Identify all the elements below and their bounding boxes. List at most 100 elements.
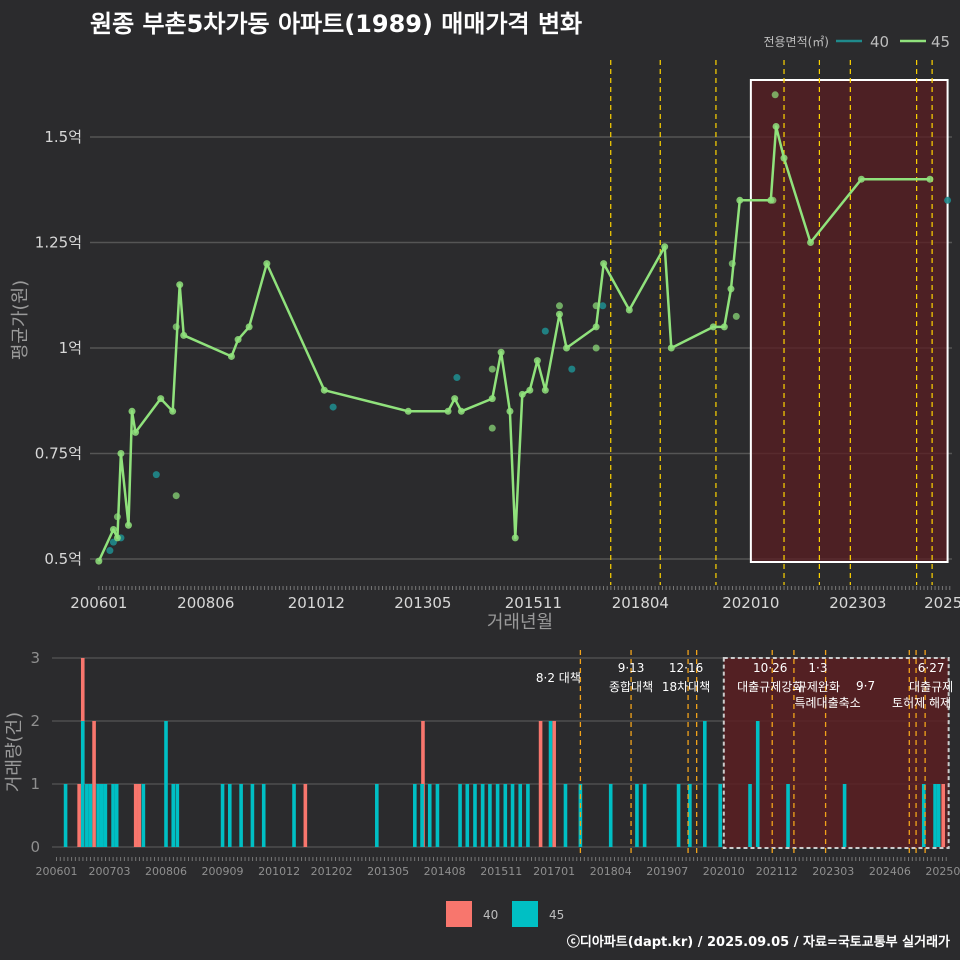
- x-tick-label: 201012: [288, 594, 345, 612]
- series-45-point: [169, 407, 177, 415]
- bar-45: [936, 784, 941, 847]
- bar-45: [175, 784, 180, 847]
- bar-45: [510, 784, 515, 847]
- bar-x-tick-label: 200806: [145, 865, 187, 878]
- series-45-point: [124, 521, 132, 529]
- bar-40: [538, 721, 543, 847]
- bar-x-tick-label: 200909: [202, 865, 244, 878]
- series-45-point: [592, 323, 600, 331]
- bar-45: [171, 784, 176, 847]
- series-45-point: [227, 352, 235, 360]
- legend-40-label: 40: [870, 33, 889, 51]
- series-45-point: [245, 323, 253, 331]
- bar-x-tick-label: 200703: [88, 865, 130, 878]
- bar-45: [88, 784, 93, 847]
- bar-45: [608, 784, 613, 847]
- bar-40: [303, 784, 308, 847]
- bar-x-tick-label: 201305: [367, 865, 409, 878]
- series-45-point: [526, 386, 534, 394]
- bar-45: [435, 784, 440, 847]
- x-axis-title: 거래년월: [487, 612, 553, 633]
- series-45-point: [488, 365, 496, 373]
- bar-45: [85, 784, 89, 847]
- policy-label-date: 9·7: [856, 679, 875, 693]
- bar-x-tick-label: 201408: [424, 865, 466, 878]
- series-45-point: [117, 450, 125, 457]
- bar-45: [642, 784, 647, 847]
- series-45-point: [555, 310, 563, 318]
- bar-45: [103, 784, 108, 847]
- bar-45: [111, 784, 115, 847]
- series-45-point: [563, 344, 571, 352]
- bar-x-tick-label: 202010: [703, 865, 745, 878]
- bar-45: [748, 784, 752, 847]
- series-45-point: [95, 557, 103, 565]
- series-40-point: [541, 327, 549, 335]
- series-45-point: [720, 323, 728, 331]
- series-45-point: [769, 196, 777, 204]
- policy-label-date: 10·26: [753, 661, 787, 675]
- y-tick-label: 1.5억: [44, 128, 82, 146]
- bar-45: [427, 784, 432, 847]
- series-45-point: [320, 386, 328, 394]
- bar-40: [77, 784, 81, 847]
- series-40-point: [944, 196, 952, 204]
- bar-45: [220, 784, 225, 847]
- legend-bottom-40-label: 40: [483, 908, 498, 922]
- x-tick-label: 2025: [924, 594, 960, 612]
- series-45-point: [771, 91, 779, 99]
- bar-y-axis-title: 거래량(건): [4, 712, 25, 792]
- bar-x-tick-label: 202509: [925, 865, 960, 878]
- bar-45: [718, 784, 722, 847]
- policy-label-desc: 대출규제: [909, 680, 953, 694]
- series-45-point: [736, 196, 744, 204]
- series-45-point: [157, 395, 165, 403]
- bar-y-tick-label: 3: [30, 649, 40, 667]
- x-tick-label: 202303: [829, 594, 886, 612]
- series-45-point: [234, 336, 242, 344]
- series-45-point: [180, 331, 188, 339]
- legend-bottom-40-swatch: [446, 901, 472, 927]
- bar-x-tick-label: 201907: [646, 865, 688, 878]
- bar-45: [933, 784, 937, 847]
- policy-label-date: 토허제 해제: [892, 696, 951, 710]
- series-45-point: [592, 344, 600, 352]
- x-tick-label: 201511: [505, 594, 562, 612]
- chart-title: 원종 부촌5차가동 아파트(1989) 매매가격 변화: [90, 10, 583, 38]
- policy-label-date: 9·13: [618, 661, 645, 675]
- bar-45: [96, 784, 100, 847]
- bar-45: [635, 784, 639, 847]
- bar-45: [503, 784, 508, 847]
- series-45-point: [709, 323, 717, 331]
- policy-label-date: 8·2 대책: [536, 670, 581, 685]
- series-45-point: [404, 407, 412, 415]
- policy-label-desc: 종합대책: [609, 679, 653, 694]
- series-45-point: [263, 260, 271, 268]
- bar-45: [688, 784, 692, 847]
- series-45-point: [732, 312, 740, 320]
- policy-label-desc: 18차대책: [662, 679, 710, 694]
- series-45-point: [172, 323, 180, 331]
- bar-45: [420, 784, 424, 847]
- y-tick-label: 1.25억: [35, 234, 82, 252]
- bar-45: [921, 784, 926, 847]
- legend-45-label: 45: [931, 33, 950, 51]
- bar-x-tick-label: 201804: [590, 865, 632, 878]
- series-45-point: [176, 281, 184, 289]
- series-45-point: [857, 175, 865, 183]
- series-45-point: [457, 407, 465, 415]
- bar-45: [473, 784, 477, 847]
- series-45-point: [128, 407, 136, 415]
- bar-45: [250, 784, 255, 847]
- series-45-point: [807, 239, 815, 246]
- bar-45: [141, 784, 146, 847]
- series-45-point: [444, 407, 452, 415]
- footer-credit: ⓒ디아파트(dapt.kr) / 2025.09.05 / 자료=국토교통부 실…: [566, 935, 950, 950]
- series-45-point: [541, 386, 549, 394]
- series-45-point: [109, 525, 117, 533]
- bar-45: [413, 784, 417, 847]
- bar-45: [703, 721, 707, 847]
- x-tick-label: 200601: [70, 594, 127, 612]
- bar-x-tick-label: 201202: [311, 865, 353, 878]
